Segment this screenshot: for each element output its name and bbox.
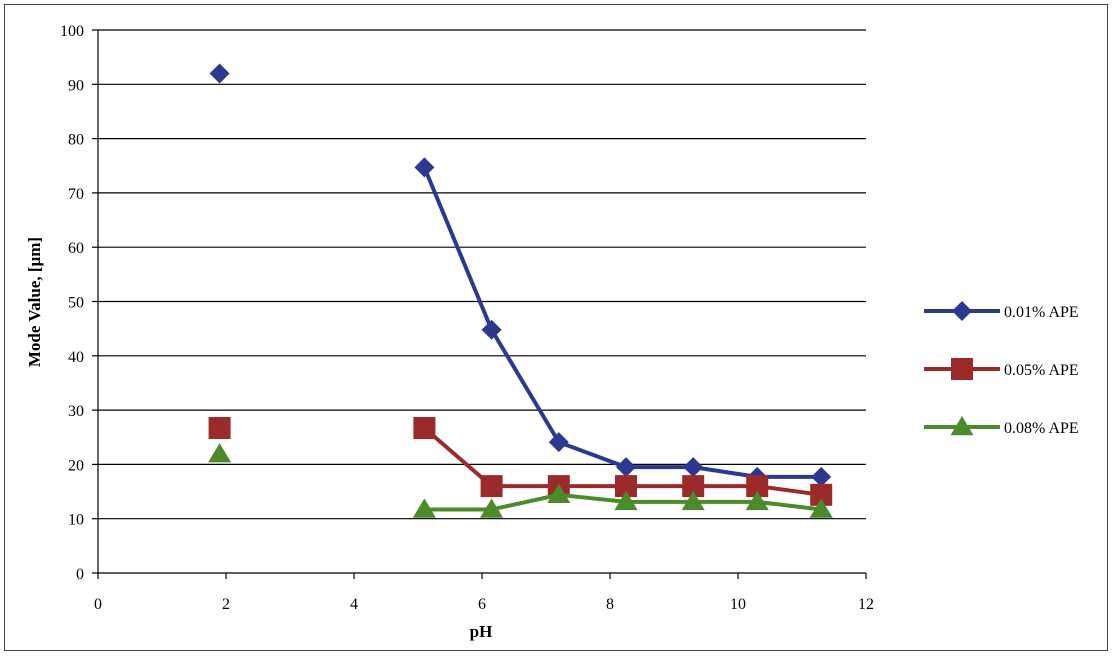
- legend-entry-0: 0.01% APE: [924, 301, 1079, 321]
- legend: 0.01% APE 0.05% APE 0.08% APE: [924, 301, 1079, 437]
- isolated-point-0-0: [209, 63, 230, 84]
- x-axis-title: pH: [470, 622, 493, 641]
- y-tick-label-10: 10: [68, 512, 84, 529]
- data-point-1-3: [615, 475, 637, 498]
- legend-label-1: 0.05% APE: [1004, 362, 1079, 379]
- y-tick-label-0: 0: [76, 566, 84, 583]
- legend-marker-1: [951, 358, 973, 380]
- data-point-2-0: [412, 498, 436, 518]
- axes: [92, 29, 867, 579]
- data-point-1-5: [746, 475, 769, 498]
- data-point-2-5: [745, 490, 769, 511]
- legend-label-0: 0.01% APE: [1004, 304, 1079, 321]
- y-tick-label-60: 60: [68, 240, 84, 257]
- series-1: [208, 417, 833, 506]
- legend-marker-0: [952, 301, 972, 321]
- data-point-0-4: [683, 457, 704, 478]
- y-tick-label-40: 40: [68, 349, 84, 366]
- data-point-1-0: [413, 417, 436, 440]
- series-0: [209, 63, 832, 487]
- data-point-2-1: [480, 498, 504, 518]
- x-tick-label-4: 4: [350, 596, 358, 613]
- y-tick-label-80: 80: [68, 132, 84, 149]
- x-tick-labels: 0 2 4 6 8 10 12: [94, 596, 874, 613]
- isolated-point-2-0: [208, 443, 232, 463]
- x-tick-label-12: 12: [858, 596, 874, 613]
- y-tick-labels: 0 10 20 30 40 50 60 70 80 90 100: [60, 23, 84, 583]
- data-point-1-6: [810, 483, 833, 506]
- y-tick-label-30: 30: [68, 403, 84, 420]
- data-series: [208, 63, 833, 518]
- data-point-0-1: [481, 319, 502, 340]
- y-tick-label-20: 20: [68, 457, 84, 474]
- data-point-2-2: [547, 483, 571, 504]
- y-tick-label-50: 50: [68, 295, 84, 312]
- data-point-0-6: [811, 466, 832, 487]
- series-2: [208, 443, 833, 518]
- gridlines: [98, 29, 866, 520]
- data-point-0-2: [548, 432, 569, 453]
- y-axis-title: Mode Value, [µm]: [25, 237, 44, 367]
- y-tick-label-100: 100: [60, 23, 84, 40]
- data-point-2-6: [809, 498, 833, 518]
- chart-frame: [4, 4, 1108, 651]
- data-point-2-3: [614, 490, 638, 511]
- x-tick-label-2: 2: [222, 596, 230, 613]
- data-point-0-0: [414, 157, 435, 178]
- x-tick-label-8: 8: [606, 596, 614, 613]
- legend-entry-2: 0.08% APE: [924, 416, 1079, 437]
- isolated-point-1-0: [208, 417, 231, 440]
- x-tick-label-10: 10: [730, 596, 746, 613]
- legend-marker-2: [950, 416, 974, 436]
- data-point-1-4: [682, 475, 705, 498]
- data-point-1-1: [480, 475, 503, 498]
- legend-label-2: 0.08% APE: [1004, 420, 1079, 437]
- series-line-0: [422, 166, 822, 479]
- y-tick-label-70: 70: [68, 186, 84, 203]
- data-point-2-4: [681, 490, 705, 511]
- data-point-0-3: [616, 457, 636, 478]
- legend-entry-1: 0.05% APE: [924, 358, 1079, 380]
- x-tick-label-6: 6: [478, 596, 486, 613]
- y-tick-label-90: 90: [68, 77, 84, 94]
- x-tick-label-0: 0: [94, 596, 102, 613]
